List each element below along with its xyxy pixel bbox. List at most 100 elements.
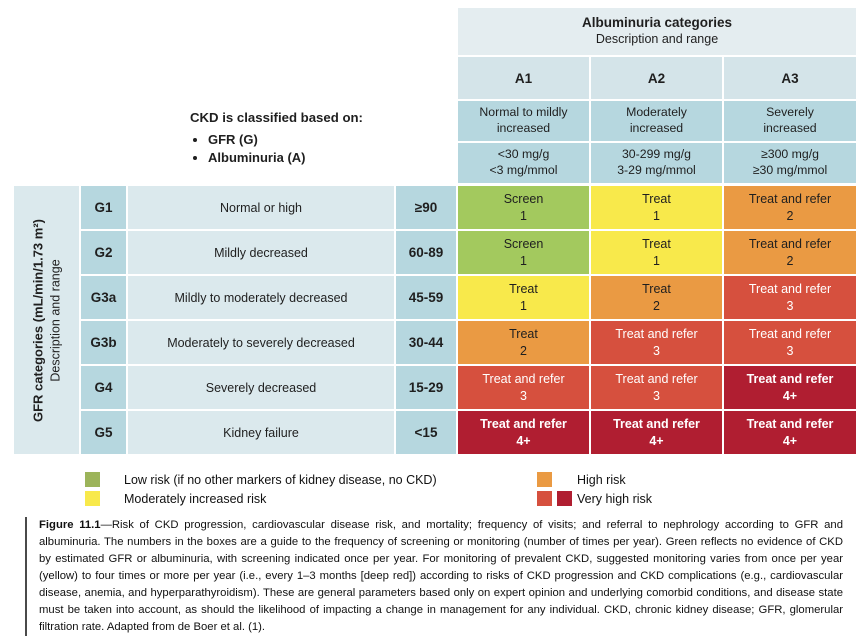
risk-cell-frequency: 3 xyxy=(653,343,660,358)
gfr-description-G3a: Mildly to moderately decreased xyxy=(128,276,394,319)
column-header-a1: A1 xyxy=(458,57,589,99)
gfr-axis-title: GFR categories (mL/min/1.73 m²) xyxy=(29,218,45,422)
albuminuria-header-subtitle: Description and range xyxy=(595,32,719,47)
column-desc-a3: Severely increased xyxy=(724,101,856,141)
gfr-range-G2: 60-89 xyxy=(396,231,456,274)
risk-cell-frequency: 2 xyxy=(520,343,527,358)
risk-cell-action: Treat and refer xyxy=(482,372,565,387)
risk-cell-action: Treat and refer xyxy=(748,327,832,342)
risk-cell-G4-A3: Treat and refer 4+ xyxy=(724,366,856,409)
risk-cell-G5-A3: Treat and refer 4+ xyxy=(724,411,856,454)
column-range-a2: 30-299 mg/g 3-29 mg/mmol xyxy=(591,143,722,183)
risk-cell-frequency: 4+ xyxy=(782,433,798,448)
very-high-risk-swatch xyxy=(537,491,552,506)
risk-cell-frequency: 1 xyxy=(653,208,660,223)
risk-cell-G2-A2: Treat 1 xyxy=(591,231,722,274)
risk-cell-frequency: 2 xyxy=(786,253,794,268)
legend-item-low-risk: Low risk (if no other markers of kidney … xyxy=(85,471,437,488)
gfr-axis: GFR categories (mL/min/1.73 m²) Descript… xyxy=(14,186,79,454)
gfr-description-G5: Kidney failure xyxy=(128,411,394,454)
gfr-description-G2: Mildly decreased xyxy=(128,231,394,274)
legend-item-moderate-risk: Moderately increased risk xyxy=(85,490,266,507)
risk-cell-frequency: 1 xyxy=(520,208,527,223)
gfr-description-G3b: Moderately to severely decreased xyxy=(128,321,394,364)
gfr-range-G4: 15-29 xyxy=(396,366,456,409)
risk-cell-G5-A2: Treat and refer 4+ xyxy=(591,411,722,454)
risk-cell-action: Treat and refer xyxy=(613,417,700,432)
legend-item-very-high-risk: Very high risk xyxy=(537,490,652,507)
gfr-range-G5: <15 xyxy=(396,411,456,454)
risk-cell-action: Treat and refer xyxy=(748,192,832,207)
very-high-risk-deep-swatch xyxy=(557,491,572,506)
risk-cell-action: Treat xyxy=(642,237,671,252)
gfr-axis-label: GFR categories (mL/min/1.73 m²) Descript… xyxy=(14,186,79,454)
ckd-note-bullet-gfr: GFR (G) xyxy=(208,132,470,147)
legend-label-high-risk: High risk xyxy=(577,472,626,487)
column-range-a3: ≥300 mg/g ≥30 mg/mmol xyxy=(724,143,856,183)
risk-cell-action: Treat xyxy=(642,192,671,207)
risk-cell-frequency: 1 xyxy=(520,298,527,313)
low-risk-swatch xyxy=(85,472,100,487)
risk-cell-G3b-A3: Treat and refer 3 xyxy=(724,321,856,364)
gfr-category-G3b: G3b xyxy=(81,321,126,364)
risk-cell-frequency: 4+ xyxy=(782,388,798,403)
gfr-category-G3a: G3a xyxy=(81,276,126,319)
risk-cell-G1-A3: Treat and refer 2 xyxy=(724,186,856,229)
risk-cell-G2-A1: Screen 1 xyxy=(458,231,589,274)
risk-cell-frequency: 1 xyxy=(520,253,527,268)
risk-cell-G3a-A2: Treat 2 xyxy=(591,276,722,319)
risk-cell-action: Treat xyxy=(509,282,538,297)
ckd-note-title: CKD is classified based on: xyxy=(190,110,363,125)
legend-item-high-risk: High risk xyxy=(537,471,626,488)
legend-label-very-high-risk: Very high risk xyxy=(577,491,653,506)
risk-cell-G1-A1: Screen 1 xyxy=(458,186,589,229)
risk-cell-G4-A1: Treat and refer 3 xyxy=(458,366,589,409)
risk-cell-action: Treat and refer xyxy=(615,372,698,387)
risk-cell-action: Treat and refer xyxy=(746,417,834,432)
figure-caption-label: Figure 11.1 xyxy=(39,519,101,531)
high-risk-swatch xyxy=(537,472,552,487)
gfr-description-G1: Normal or high xyxy=(128,186,394,229)
risk-cell-frequency: 2 xyxy=(786,208,794,223)
gfr-category-G1: G1 xyxy=(81,186,126,229)
risk-cell-frequency: 3 xyxy=(786,343,794,358)
risk-cell-action: Treat and refer xyxy=(615,327,698,342)
figure-caption-text: —Risk of CKD progression, cardiovascular… xyxy=(39,519,844,633)
column-range-a1: <30 mg/g <3 mg/mmol xyxy=(458,143,589,183)
risk-cell-G3a-A3: Treat and refer 3 xyxy=(724,276,856,319)
figure-caption: Figure 11.1—Risk of CKD progression, car… xyxy=(25,517,843,636)
gfr-axis-subtitle: Description and range xyxy=(47,258,62,382)
risk-cell-action: Treat xyxy=(509,327,538,342)
risk-cell-frequency: 4+ xyxy=(516,433,531,448)
risk-cell-action: Treat xyxy=(642,282,671,297)
risk-cell-G4-A2: Treat and refer 3 xyxy=(591,366,722,409)
column-header-a2: A2 xyxy=(591,57,722,99)
risk-cell-G1-A2: Treat 1 xyxy=(591,186,722,229)
risk-cell-G3b-A2: Treat and refer 3 xyxy=(591,321,722,364)
risk-cell-frequency: 2 xyxy=(653,298,660,313)
risk-cell-action: Screen xyxy=(503,192,544,207)
risk-cell-action: Screen xyxy=(503,237,544,252)
risk-cell-frequency: 3 xyxy=(653,388,660,403)
albuminuria-header-title: Albuminuria categories xyxy=(581,15,733,31)
risk-cell-frequency: 4+ xyxy=(649,433,664,448)
albuminuria-header: Albuminuria categories Description and r… xyxy=(458,8,856,55)
gfr-category-G2: G2 xyxy=(81,231,126,274)
gfr-description-G4: Severely decreased xyxy=(128,366,394,409)
risk-cell-action: Treat and refer xyxy=(748,282,832,297)
risk-cell-frequency: 1 xyxy=(653,253,660,268)
risk-cell-action: Treat and refer xyxy=(748,237,832,252)
gfr-range-G3b: 30-44 xyxy=(396,321,456,364)
risk-cell-G3b-A1: Treat 2 xyxy=(458,321,589,364)
risk-cell-G5-A1: Treat and refer 4+ xyxy=(458,411,589,454)
gfr-range-G3a: 45-59 xyxy=(396,276,456,319)
risk-cell-action: Treat and refer xyxy=(480,417,567,432)
column-header-a3: A3 xyxy=(724,57,856,99)
risk-cell-frequency: 3 xyxy=(520,388,527,403)
risk-cell-G2-A3: Treat and refer 2 xyxy=(724,231,856,274)
legend-label-moderate-risk: Moderately increased risk xyxy=(124,491,267,506)
column-desc-a2: Moderately increased xyxy=(591,101,722,141)
gfr-category-G5: G5 xyxy=(81,411,126,454)
gfr-category-G4: G4 xyxy=(81,366,126,409)
